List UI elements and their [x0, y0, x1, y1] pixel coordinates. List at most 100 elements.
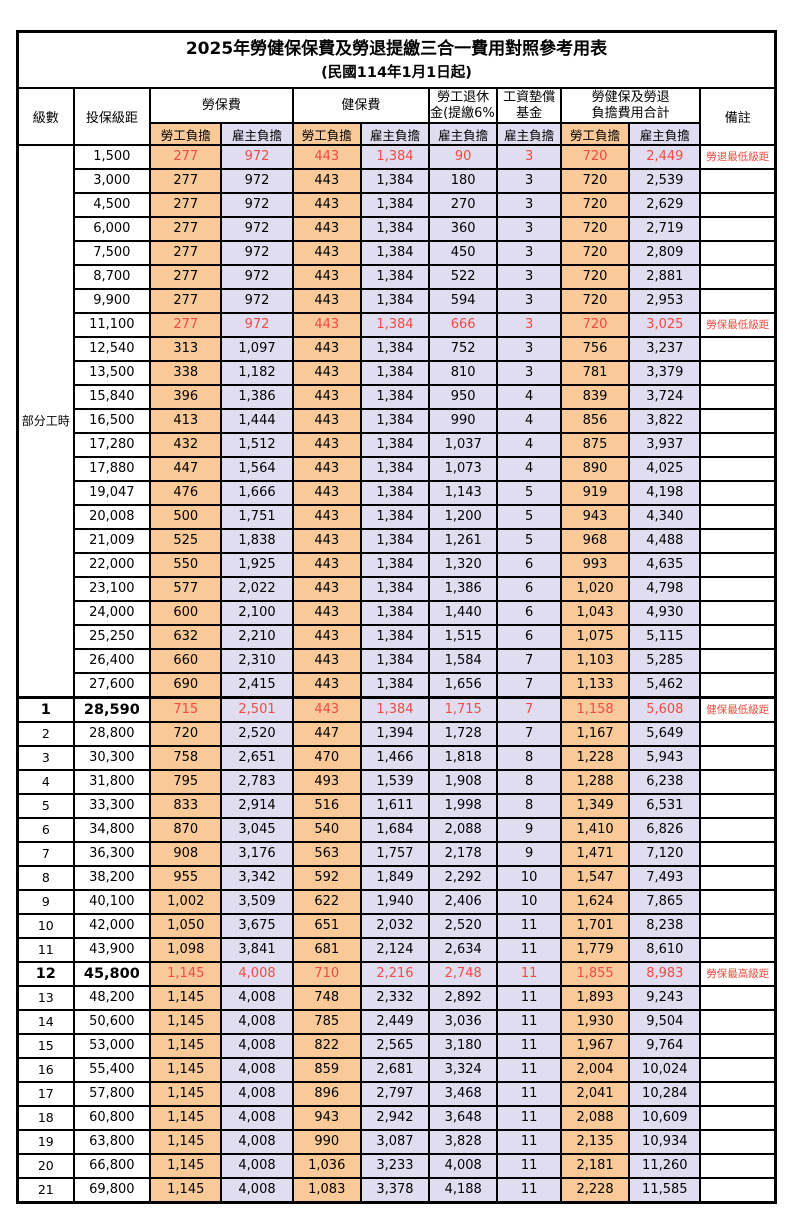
table-row: 16,500 413 1,444 443 1,384 990 4 856 3,822 [18, 408, 777, 435]
cell-bracket: 8,700 [72, 264, 152, 291]
table-row: 27,600 690 2,415 443 1,384 1,656 7 1,133 5,462 [18, 672, 777, 699]
cell-health-employer: 2,681 [359, 1057, 431, 1084]
cell-labor-employee: 600 [149, 600, 223, 627]
cell-bracket: 21,009 [72, 528, 152, 555]
cell-labor-employer: 4,008 [220, 1153, 294, 1180]
cell-level: 18 [16, 1105, 75, 1132]
cell-remark [699, 937, 777, 964]
cell-remark [699, 1033, 777, 1060]
cell-health-employer: 1,384 [359, 360, 431, 387]
cell-wage-fund-employer: 3 [496, 216, 562, 243]
cell-health-employee: 748 [291, 985, 362, 1012]
cell-total-employer: 9,243 [628, 985, 702, 1012]
cell-total-employer: 8,610 [628, 937, 702, 964]
cell-labor-employer: 972 [220, 216, 294, 243]
cell-health-employer: 1,384 [359, 480, 431, 507]
cell-bracket: 17,280 [72, 432, 152, 459]
cell-labor-employee: 277 [149, 216, 223, 243]
table-row: 15 53,000 1,145 4,008 822 2,565 3,180 11 1,967 9,… [16, 1033, 777, 1060]
table-row: 4 31,800 795 2,783 493 1,539 1,908 8 1,288 6,238 [16, 769, 777, 796]
cell-health-employee: 443 [291, 216, 362, 243]
cell-remark [699, 552, 777, 579]
table-row: 25,250 632 2,210 443 1,384 1,515 6 1,075 5,115 [18, 624, 777, 651]
cell-labor-employee: 432 [149, 432, 223, 459]
cell-total-employer: 10,024 [628, 1057, 702, 1084]
cell-labor-employee: 908 [149, 841, 223, 868]
cell-level: 19 [16, 1129, 75, 1156]
cell-bracket: 30,300 [72, 745, 152, 772]
cell-pension-employer: 1,584 [428, 648, 499, 675]
cell-labor-employee: 313 [149, 336, 223, 363]
cell-health-employer: 1,757 [359, 841, 431, 868]
cell-labor-employer: 2,501 [220, 696, 294, 724]
table-row: 17,880 447 1,564 443 1,384 1,073 4 890 4,025 [18, 456, 777, 483]
cell-total-employee: 1,020 [559, 576, 631, 603]
cell-labor-employer: 2,310 [220, 648, 294, 675]
cell-labor-employer: 2,651 [220, 745, 294, 772]
cell-remark [699, 793, 777, 820]
cell-wage-fund-employer: 7 [496, 672, 562, 699]
cell-total-employer: 3,025 [628, 312, 702, 339]
cell-health-employer: 1,849 [359, 865, 431, 892]
cell-total-employer: 5,608 [628, 696, 702, 724]
cell-level: 9 [16, 889, 75, 916]
cell-total-employee: 720 [559, 192, 631, 219]
cell-pension-employer: 2,892 [428, 985, 499, 1012]
cell-wage-fund-employer: 11 [496, 937, 562, 964]
cell-pension-employer: 2,520 [428, 913, 499, 940]
cell-pension-employer: 1,515 [428, 624, 499, 651]
cell-wage-fund-employer: 10 [496, 889, 562, 916]
cell-health-employer: 1,384 [359, 576, 431, 603]
cell-total-employee: 756 [559, 336, 631, 363]
cell-total-employee: 1,228 [559, 745, 631, 772]
cell-health-employer: 2,032 [359, 913, 431, 940]
cell-labor-employer: 4,008 [220, 1129, 294, 1156]
cell-remark [699, 1057, 777, 1084]
cell-total-employer: 10,284 [628, 1081, 702, 1108]
cell-labor-employee: 550 [149, 552, 223, 579]
cell-labor-employer: 4,008 [220, 1009, 294, 1036]
cell-labor-employer: 1,564 [220, 456, 294, 483]
cell-total-employee: 720 [559, 216, 631, 243]
cell-bracket: 38,200 [72, 865, 152, 892]
cell-total-employer: 9,504 [628, 1009, 702, 1036]
cell-total-employer: 5,649 [628, 721, 702, 748]
col-subheader-pension-employer: 雇主負擔 [428, 122, 499, 147]
cell-health-employee: 443 [291, 576, 362, 603]
col-subheader-labor-employee: 勞工負擔 [149, 122, 223, 147]
cell-health-employer: 1,384 [359, 504, 431, 531]
cell-labor-employer: 4,008 [220, 1081, 294, 1108]
cell-level: 12 [16, 961, 75, 988]
cell-health-employee: 822 [291, 1033, 362, 1060]
cell-total-employee: 720 [559, 312, 631, 339]
cell-total-employee: 1,967 [559, 1033, 631, 1060]
cell-level: 20 [16, 1153, 75, 1180]
cell-remark [699, 1177, 777, 1204]
cell-labor-employee: 833 [149, 793, 223, 820]
cell-total-employer: 2,719 [628, 216, 702, 243]
cell-labor-employer: 972 [220, 264, 294, 291]
cell-remark [699, 336, 777, 363]
cell-pension-employer: 3,036 [428, 1009, 499, 1036]
cell-bracket: 27,600 [72, 672, 152, 699]
cell-labor-employer: 1,512 [220, 432, 294, 459]
cell-total-employer: 5,462 [628, 672, 702, 699]
cell-remark [699, 216, 777, 243]
cell-remark [699, 504, 777, 531]
cell-pension-employer: 3,324 [428, 1057, 499, 1084]
cell-total-employee: 875 [559, 432, 631, 459]
cell-health-employer: 2,332 [359, 985, 431, 1012]
cell-total-employer: 2,881 [628, 264, 702, 291]
cell-remark [699, 288, 777, 315]
table-row: 12 45,800 1,145 4,008 710 2,216 2,748 11 1,855 8,… [16, 961, 777, 988]
cell-level: 6 [16, 817, 75, 844]
cell-health-employee: 990 [291, 1129, 362, 1156]
cell-labor-employer: 972 [220, 192, 294, 219]
cell-total-employer: 3,237 [628, 336, 702, 363]
cell-labor-employee: 1,145 [149, 1153, 223, 1180]
cell-labor-employee: 870 [149, 817, 223, 844]
pension-header-line2: 金(提繳6%) [430, 105, 498, 121]
col-header-wage-fund-group: 工資墊償 基金 [496, 87, 562, 125]
cell-labor-employer: 1,925 [220, 552, 294, 579]
cell-health-employee: 443 [291, 264, 362, 291]
